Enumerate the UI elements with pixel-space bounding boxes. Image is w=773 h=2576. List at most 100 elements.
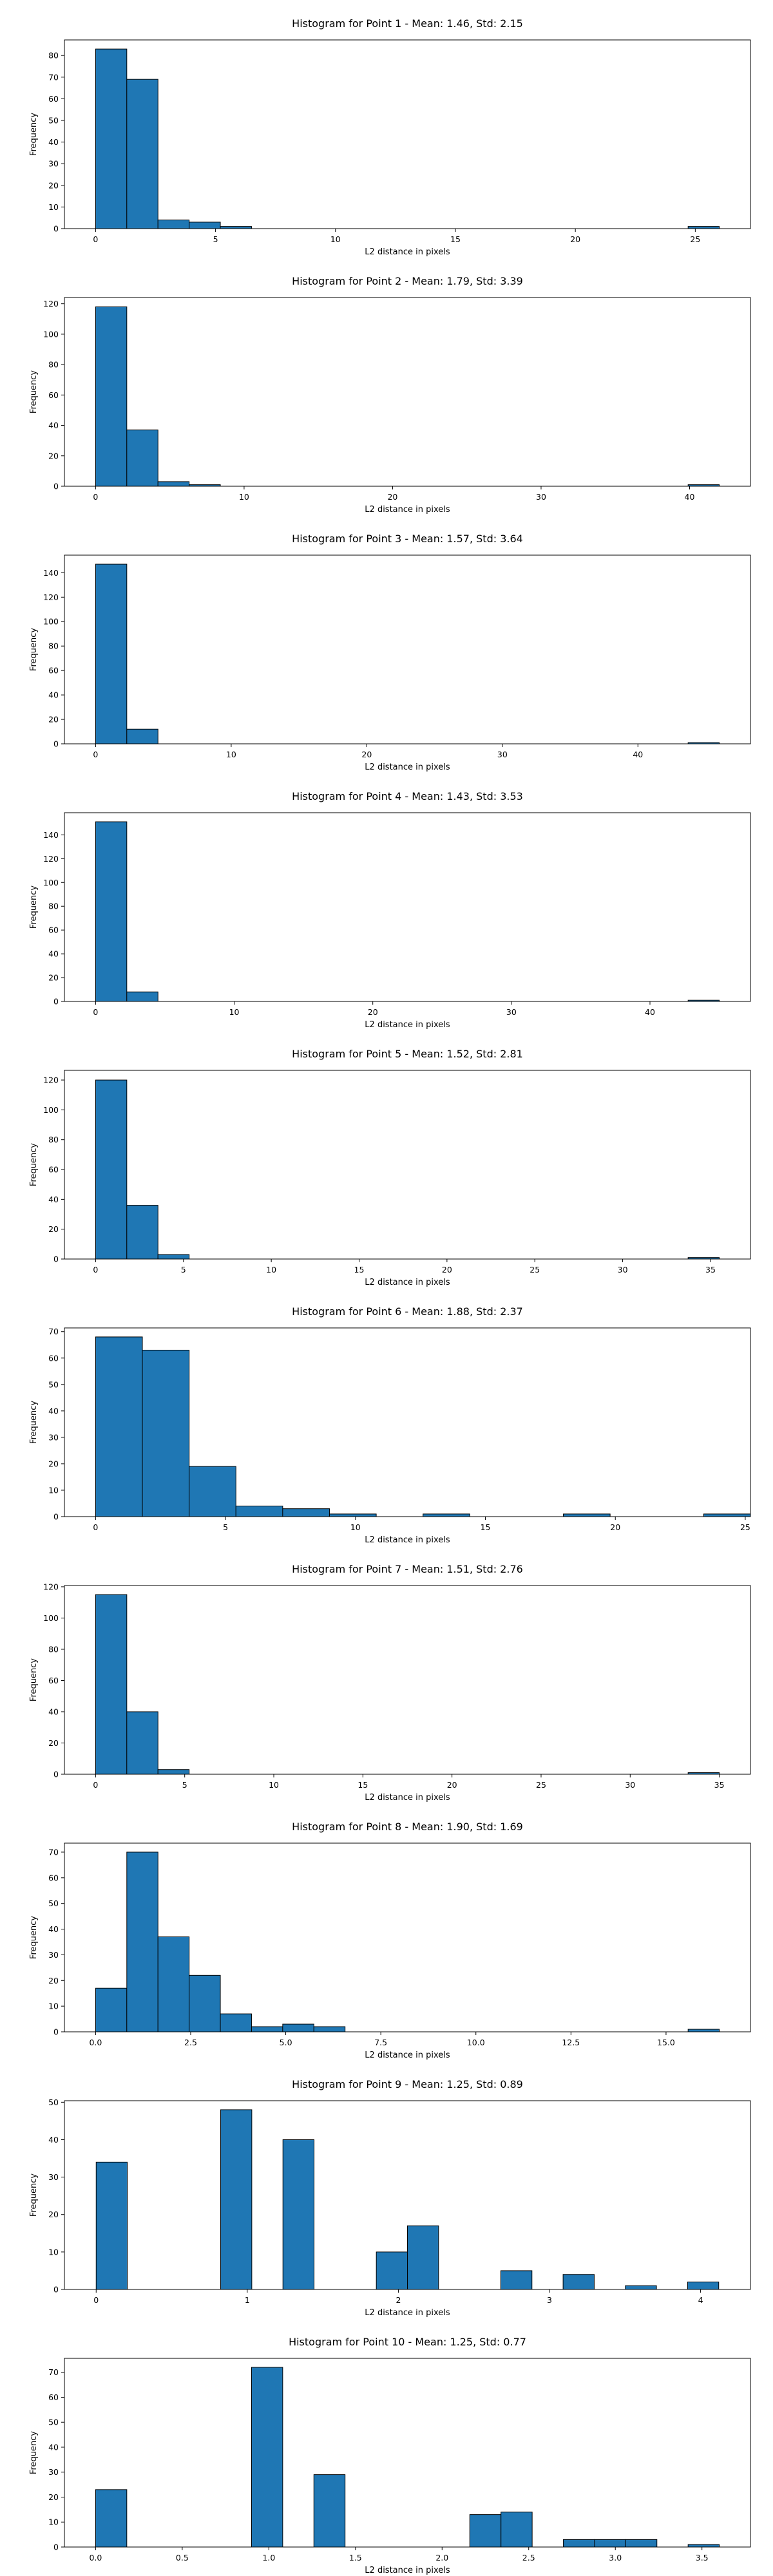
y-tick-label: 0 <box>53 1255 59 1264</box>
y-tick-label: 40 <box>48 2442 59 2452</box>
x-tick-label: 10 <box>269 1780 279 1790</box>
x-tick-label: 3.5 <box>696 2553 709 2562</box>
y-tick-label: 40 <box>48 1924 59 1934</box>
x-tick-label: 40 <box>645 1007 655 1017</box>
histogram-bar <box>687 2029 720 2032</box>
histogram-bar <box>189 222 221 229</box>
histogram-bar <box>407 2225 439 2290</box>
y-tick-label: 30 <box>48 1950 59 1960</box>
histogram-bar <box>95 1336 143 1517</box>
histogram-bar <box>687 2544 720 2548</box>
y-tick-label: 80 <box>48 1644 59 1654</box>
y-tick-label: 120 <box>43 1582 59 1591</box>
x-tick-label: 35 <box>705 1265 716 1274</box>
x-tick-label: 10 <box>226 750 236 759</box>
histogram-bar <box>282 2139 315 2290</box>
y-tick-label: 10 <box>48 1485 59 1495</box>
x-tick-label: 15 <box>481 1522 491 1532</box>
plot-frame <box>64 2358 751 2548</box>
histogram-bar <box>126 991 158 1002</box>
histogram-bar <box>313 2026 346 2032</box>
chart-title: Histogram for Point 2 - Mean: 1.79, Std:… <box>292 275 523 287</box>
y-tick-label: 60 <box>48 666 59 676</box>
x-tick-label: 20 <box>570 234 580 244</box>
y-tick-label: 120 <box>43 299 59 308</box>
y-tick-label: 50 <box>48 115 59 125</box>
y-tick-label: 50 <box>48 2418 59 2427</box>
y-tick-label: 70 <box>48 1847 59 1857</box>
y-tick-label: 40 <box>48 421 59 430</box>
chart-title: Histogram for Point 10 - Mean: 1.25, Std… <box>289 2336 526 2348</box>
y-tick-label: 20 <box>48 2492 59 2502</box>
plot-frame <box>64 1585 751 1775</box>
histogram-bar <box>157 481 190 487</box>
histogram-bar <box>594 2539 626 2548</box>
y-tick-label: 0 <box>53 1770 59 1779</box>
y-tick-label: 80 <box>48 1135 59 1144</box>
y-tick-label: 60 <box>48 390 59 400</box>
histogram-bar <box>126 1711 158 1775</box>
chart-title: Histogram for Point 4 - Mean: 1.43, Std:… <box>292 790 523 802</box>
y-tick-label: 140 <box>43 830 59 840</box>
x-tick-label: 10 <box>239 492 249 502</box>
x-tick-label: 1.5 <box>349 2553 362 2562</box>
y-tick-label: 100 <box>43 617 59 627</box>
x-tick-label: 3 <box>547 2295 552 2305</box>
histogram-bar <box>500 2270 533 2290</box>
x-tick-label: 25 <box>536 1780 546 1790</box>
chart-title: Histogram for Point 8 - Mean: 1.90, Std:… <box>292 1821 523 1833</box>
histogram-bar <box>251 2367 283 2548</box>
y-tick-label: 30 <box>48 2467 59 2477</box>
y-tick-label: 40 <box>48 949 59 959</box>
y-tick-label: 60 <box>48 1873 59 1882</box>
y-tick-label: 60 <box>48 94 59 104</box>
y-tick-label: 30 <box>48 1432 59 1442</box>
x-tick-label: 35 <box>714 1780 725 1790</box>
y-tick-label: 60 <box>48 1165 59 1175</box>
y-axis-label: Frequency <box>29 2174 39 2217</box>
x-tick-label: 20 <box>368 1007 378 1017</box>
y-tick-label: 100 <box>43 1613 59 1623</box>
y-tick-label: 70 <box>48 72 59 82</box>
histogram-bar <box>220 2109 253 2290</box>
histogram-bar <box>282 1508 330 1517</box>
x-tick-label: 10 <box>266 1265 276 1274</box>
x-tick-label: 12.5 <box>562 2038 580 2047</box>
y-tick-label: 20 <box>48 451 59 460</box>
histogram-panel-6: Histogram for Point 6 - Mean: 1.88, Std:… <box>29 1305 751 1545</box>
x-tick-label: 0.0 <box>89 2553 102 2562</box>
x-tick-label: 0.0 <box>89 2038 102 2047</box>
y-axis-label: Frequency <box>29 886 39 929</box>
histogram-bar <box>625 2285 657 2290</box>
x-axis-label: L2 distance in pixels <box>365 2566 450 2575</box>
y-tick-label: 20 <box>48 715 59 724</box>
histogram-bar <box>95 564 128 744</box>
x-tick-label: 15 <box>354 1265 365 1274</box>
histogram-panel-9: Histogram for Point 9 - Mean: 1.25, Std:… <box>29 2078 751 2318</box>
y-tick-label: 40 <box>48 137 59 147</box>
y-tick-label: 0 <box>53 224 59 234</box>
x-tick-label: 2.5 <box>522 2553 535 2562</box>
y-axis-label: Frequency <box>29 628 39 671</box>
y-tick-label: 20 <box>48 2210 59 2219</box>
histogram-bar <box>95 1987 128 2032</box>
histogram-bar <box>95 1594 128 1775</box>
y-tick-label: 0 <box>53 2543 59 2552</box>
histogram-bar <box>189 1975 221 2032</box>
y-tick-label: 30 <box>48 2172 59 2182</box>
histogram-bar <box>189 1466 236 1517</box>
y-tick-label: 140 <box>43 568 59 578</box>
y-tick-label: 10 <box>48 2002 59 2011</box>
histogram-bar <box>687 226 720 229</box>
x-axis-label: L2 distance in pixels <box>365 2050 450 2060</box>
x-tick-label: 30 <box>625 1780 635 1790</box>
histogram-panel-2: Histogram for Point 2 - Mean: 1.79, Std:… <box>29 275 751 515</box>
histogram-bar <box>282 2023 314 2032</box>
histogram-panel-7: Histogram for Point 7 - Mean: 1.51, Std:… <box>29 1563 751 1803</box>
y-tick-label: 20 <box>48 973 59 983</box>
x-tick-label: 0 <box>93 750 98 759</box>
x-tick-label: 5 <box>182 1780 187 1790</box>
histogram-panel-4: Histogram for Point 4 - Mean: 1.43, Std:… <box>29 790 751 1030</box>
histogram-panel-3: Histogram for Point 3 - Mean: 1.57, Std:… <box>29 533 751 772</box>
